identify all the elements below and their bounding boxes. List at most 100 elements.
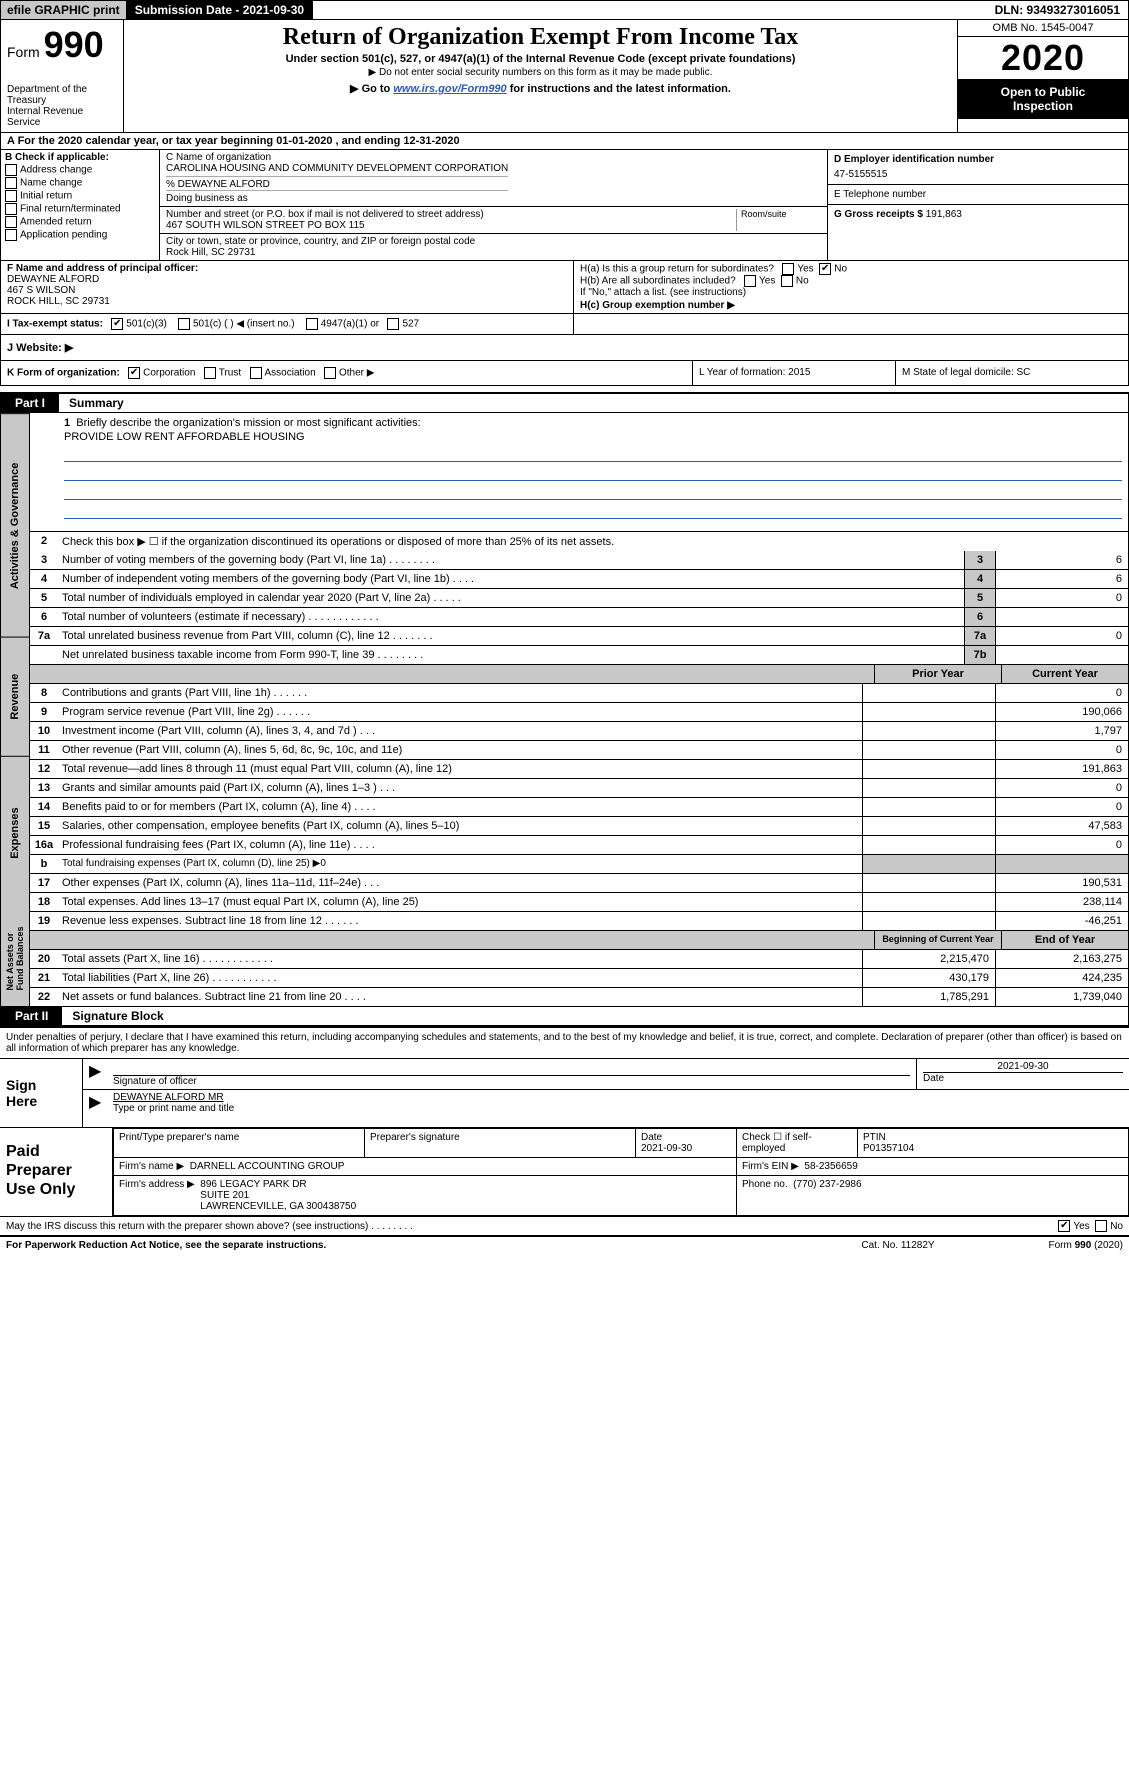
tax-status-right	[574, 314, 586, 334]
content-column: 1 Briefly describe the organization's mi…	[30, 413, 1128, 1006]
signature-label: Signature of officer	[113, 1075, 910, 1087]
form-prefix: Form	[7, 44, 40, 60]
hdr-current-year: Current Year	[1001, 665, 1128, 683]
right-header: OMB No. 1545-0047 2020 Open to Public In…	[958, 20, 1128, 132]
tax-status-left: I Tax-exempt status: 501(c)(3) 501(c) ( …	[1, 314, 574, 334]
ein-label: D Employer identification number	[834, 154, 1122, 165]
submission-date: Submission Date - 2021-09-30	[127, 1, 313, 19]
chk-final-return[interactable]: Final return/terminated	[5, 203, 155, 215]
corp-checked	[128, 367, 140, 379]
omb-number: OMB No. 1545-0047	[958, 20, 1128, 37]
paperwork-notice: For Paperwork Reduction Act Notice, see …	[6, 1240, 823, 1251]
hdr-end-year: End of Year	[1001, 931, 1128, 949]
part1-label: Part I	[1, 394, 59, 412]
form-number-footer: Form 990 (2020)	[973, 1240, 1123, 1251]
goto-prefix: ▶ Go to	[350, 83, 393, 95]
line-7b: Net unrelated business taxable income fr…	[30, 646, 1128, 665]
tax-year: 2020	[958, 37, 1128, 79]
line-16a: 16aProfessional fundraising fees (Part I…	[30, 836, 1128, 855]
firm-phone: (770) 237-2986	[793, 1179, 861, 1190]
chk-initial-return[interactable]: Initial return	[5, 190, 155, 202]
officer-print-name: DEWAYNE ALFORD MR	[113, 1092, 1123, 1103]
form-990-number: 990	[44, 24, 104, 65]
telephone-label: E Telephone number	[834, 189, 1122, 200]
website-row: J Website: ▶	[0, 335, 1129, 361]
street-address: 467 SOUTH WILSON STREET PO BOX 115	[166, 220, 484, 231]
box-d-e-g: D Employer identification number 47-5155…	[827, 150, 1128, 260]
f-label: F Name and address of principal officer:	[7, 263, 567, 274]
line-13: 13Grants and similar amounts paid (Part …	[30, 779, 1128, 798]
ein-block: D Employer identification number 47-5155…	[828, 150, 1128, 185]
under-section-text: Under section 501(c), 527, or 4947(a)(1)…	[130, 53, 951, 65]
k-form-org: K Form of organization: Corporation Trus…	[1, 361, 692, 385]
city-label: City or town, state or province, country…	[166, 236, 475, 247]
hb-question: H(b) Are all subordinates included? Yes …	[580, 275, 1122, 287]
gross-receipts-label: G Gross receipts $	[834, 209, 923, 220]
sign-date: 2021-09-30	[923, 1061, 1123, 1072]
line16b: b Total fundraising expenses (Part IX, c…	[30, 855, 1128, 874]
firm-address: 896 LEGACY PARK DR SUITE 201 LAWRENCEVIL…	[200, 1179, 356, 1212]
officer-addr2: ROCK HILL, SC 29731	[7, 296, 567, 307]
line2: 2 Check this box ▶ ☐ if the organization…	[30, 532, 1128, 551]
open-public-inspection: Open to Public Inspection	[958, 79, 1128, 119]
mission-text: PROVIDE LOW RENT AFFORDABLE HOUSING	[64, 431, 1122, 443]
ha-question: H(a) Is this a group return for subordin…	[580, 263, 1122, 275]
top-bar: efile GRAPHIC print Submission Date - 20…	[0, 0, 1129, 20]
sign-here-label: Sign Here	[0, 1059, 83, 1127]
line-21: 21Total liabilities (Part X, line 26) . …	[30, 969, 1128, 988]
department-treasury: Department of the Treasury Internal Reve…	[7, 84, 117, 128]
box-f-officer: F Name and address of principal officer:…	[1, 261, 574, 313]
officer-addr1: 467 S WILSON	[7, 285, 567, 296]
box-h: H(a) Is this a group return for subordin…	[574, 261, 1128, 313]
org-name: CAROLINA HOUSING AND COMMUNITY DEVELOPME…	[166, 163, 508, 174]
preparer-name-label: Print/Type preparer's name	[114, 1129, 365, 1158]
chk-name-change[interactable]: Name change	[5, 177, 155, 189]
sidebar-labels: Activities & Governance Revenue Expenses…	[1, 413, 30, 1006]
line-6: 6Total number of volunteers (estimate if…	[30, 608, 1128, 627]
501c3-checked	[111, 318, 123, 330]
box-b-title: B Check if applicable:	[5, 152, 155, 163]
irs-form990-link[interactable]: www.irs.gov/Form990	[393, 83, 506, 95]
care-of: % DEWAYNE ALFORD	[166, 176, 508, 190]
ptin-value: P01357104	[863, 1143, 914, 1154]
box-c-name-address: C Name of organization CAROLINA HOUSING …	[160, 150, 827, 260]
line-14: 14Benefits paid to or for members (Part …	[30, 798, 1128, 817]
line-7a: 7aTotal unrelated business revenue from …	[30, 627, 1128, 646]
self-employed-check[interactable]: Check ☐ if self-employed	[737, 1129, 858, 1158]
line-12: 12Total revenue—add lines 8 through 11 (…	[30, 760, 1128, 779]
prior-current-header: Prior Year Current Year	[30, 665, 1128, 684]
sign-date-label: Date	[923, 1072, 1123, 1084]
line-4: 4Number of independent voting members of…	[30, 570, 1128, 589]
signature-arrow: ▶	[83, 1059, 107, 1089]
line-5: 5Total number of individuals employed in…	[30, 589, 1128, 608]
line-3: 3Number of voting members of the governi…	[30, 551, 1128, 570]
line-15: 15Salaries, other compensation, employee…	[30, 817, 1128, 836]
paid-preparer-label: Paid Preparer Use Only	[0, 1128, 113, 1216]
goto-instructions: ▶ Go to www.irs.gov/Form990 for instruct…	[130, 82, 951, 95]
prep-date: 2021-09-30	[641, 1143, 692, 1154]
form-title: Return of Organization Exempt From Incom…	[130, 24, 951, 51]
line-19: 19Revenue less expenses. Subtract line 1…	[30, 912, 1128, 931]
gross-receipts-value: 191,863	[926, 209, 962, 220]
c-name-label: C Name of organization	[166, 152, 508, 163]
dln-number: DLN: 93493273016051	[987, 1, 1128, 19]
form-number-block: Form 990 Department of the Treasury Inte…	[1, 20, 124, 132]
telephone-block: E Telephone number	[828, 185, 1128, 205]
part1-title: Summary	[59, 394, 134, 412]
section-f-h: F Name and address of principal officer:…	[0, 261, 1129, 314]
line-10: 10Investment income (Part VIII, column (…	[30, 722, 1128, 741]
side-net-assets: Net Assets or Fund Balances	[1, 910, 29, 1006]
chk-app-pending[interactable]: Application pending	[5, 229, 155, 241]
preparer-sig-label: Preparer's signature	[365, 1129, 636, 1158]
hdr-beginning-year: Beginning of Current Year	[874, 931, 1001, 949]
section-b-c-d: B Check if applicable: Address change Na…	[0, 150, 1129, 261]
line-11: 11Other revenue (Part VIII, column (A), …	[30, 741, 1128, 760]
efile-graphic-label[interactable]: efile GRAPHIC print	[1, 1, 127, 19]
chk-address-change[interactable]: Address change	[5, 164, 155, 176]
street-label: Number and street (or P.O. box if mail i…	[166, 209, 484, 220]
tax-status-row: I Tax-exempt status: 501(c)(3) 501(c) ( …	[0, 314, 1129, 335]
line-22: 22Net assets or fund balances. Subtract …	[30, 988, 1128, 1006]
hb-note: If "No," attach a list. (see instruction…	[580, 287, 1122, 298]
hc-question: H(c) Group exemption number ▶	[580, 300, 1122, 311]
chk-amended-return[interactable]: Amended return	[5, 216, 155, 228]
